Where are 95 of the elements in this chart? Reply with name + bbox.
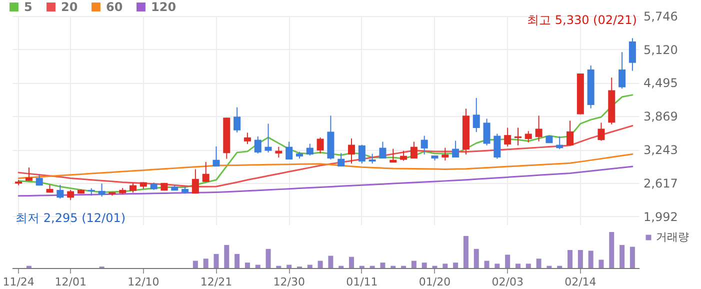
y-tick-label: 3,243 [644, 143, 678, 158]
bar [328, 256, 334, 268]
bar [598, 260, 604, 268]
bar [505, 254, 510, 268]
candlestick [472, 97, 480, 133]
legend-label: 5 [24, 0, 32, 14]
candlestick [98, 183, 106, 198]
bar [349, 256, 354, 268]
x-tick-label: 01/11 [346, 276, 378, 288]
candlestick [504, 127, 512, 147]
legend-label: 거래량 [656, 230, 689, 244]
bar [192, 260, 198, 268]
candlestick [264, 123, 272, 153]
candlestick [524, 130, 532, 143]
candlestick [598, 122, 605, 142]
candlestick [254, 136, 262, 154]
candlestick [275, 146, 282, 158]
bar [578, 250, 583, 268]
candlestick [566, 120, 574, 146]
bar [588, 250, 594, 268]
bar [620, 244, 625, 268]
bar [526, 264, 531, 268]
bar [494, 264, 500, 268]
candlestick [483, 118, 490, 146]
candlestick [358, 144, 366, 164]
candlestick [25, 166, 32, 182]
line-series [18, 166, 634, 197]
candlestick [618, 52, 626, 90]
candlestick [452, 140, 460, 158]
bar [411, 260, 416, 268]
candlestick [628, 38, 636, 72]
bar [266, 248, 271, 268]
candlestick [130, 182, 137, 194]
bar [568, 250, 573, 268]
bar [214, 254, 219, 268]
bar [307, 264, 312, 268]
candlestick [390, 148, 397, 164]
x-tick-label: 12/01 [54, 276, 86, 288]
bar [442, 264, 448, 268]
candlestick [368, 153, 376, 164]
bar [630, 246, 635, 268]
bar [234, 254, 240, 268]
y-tick-label: 5,120 [644, 42, 678, 57]
bar [203, 258, 208, 268]
x-tick-label: 11/24 [2, 276, 34, 288]
legend-label: 20 [61, 0, 78, 14]
candlestick [535, 115, 542, 142]
x-tick-label: 02/14 [564, 276, 596, 288]
y-tick-label: 5,746 [644, 10, 678, 24]
annotation: 최저 2,295 (12/01) [16, 211, 126, 226]
x-tick-label: 12/10 [128, 276, 160, 288]
bar [224, 244, 230, 268]
candlestick [338, 152, 345, 167]
candlestick [420, 135, 428, 155]
y-tick-label: 2,617 [644, 176, 678, 190]
y-tick-label: 1,992 [644, 210, 678, 224]
candlestick [442, 147, 449, 161]
candlestick [286, 141, 293, 160]
annotation: 최고 5,330 (02/21) [527, 13, 637, 27]
candlestick [306, 143, 314, 156]
bar [484, 260, 490, 268]
bar [536, 258, 542, 268]
bar [515, 264, 520, 268]
candlestick [192, 168, 199, 194]
candlestick [234, 106, 241, 133]
candlestick [494, 133, 501, 160]
bar [453, 262, 458, 268]
y-tick-label: 3,869 [644, 110, 678, 124]
candlestick [202, 161, 210, 182]
candlestick [56, 184, 64, 200]
candlestick [379, 141, 386, 159]
bar [255, 264, 260, 268]
candlestick [244, 132, 251, 145]
bar [474, 248, 479, 268]
y-tick-label: 4,495 [644, 76, 678, 90]
candlestick [400, 150, 408, 162]
candlestick [316, 136, 324, 154]
x-tick-label: 12/30 [273, 276, 305, 288]
legend-label: 120 [151, 0, 176, 14]
legend-label: 60 [106, 0, 123, 14]
bar [609, 232, 614, 268]
x-tick-label: 02/03 [492, 276, 524, 288]
bar [380, 262, 386, 268]
bar [422, 262, 427, 268]
candlestick [410, 141, 418, 159]
candlestick [348, 138, 356, 164]
candlestick [212, 146, 220, 167]
bar [244, 262, 250, 268]
bar [318, 260, 323, 268]
candlestick [514, 127, 522, 146]
bar [463, 236, 468, 268]
candlestick [67, 189, 74, 201]
x-tick-label: 01/20 [418, 276, 451, 288]
bar [286, 264, 292, 268]
x-tick-label: 12/21 [200, 276, 232, 288]
